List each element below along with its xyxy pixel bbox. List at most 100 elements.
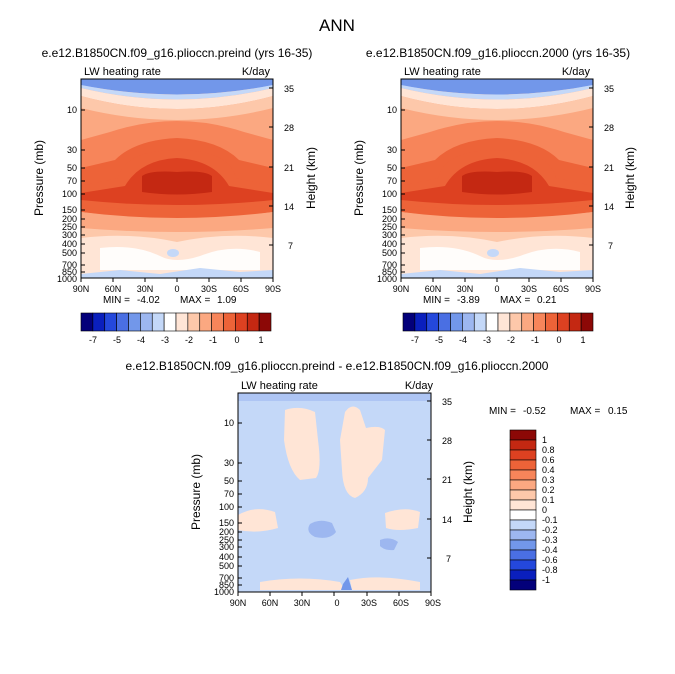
right-string: K/day [242,66,271,78]
y-tick-label: 850 [62,267,77,277]
colorbar-swatch [199,312,212,332]
colorbar-swatch [497,312,511,332]
panel-title: e.e12.B1850CN.f09_g16.plioccn.2000 (yrs … [366,46,630,60]
heatmap-fill [238,393,431,592]
colorbar-label: 0.2 [542,485,555,495]
colorbar-label: -0.3 [542,535,558,545]
x-axis: 90N 60N 30N 0 30S 60S 90S [393,278,601,294]
colorbar-label: -1 [531,335,539,345]
x-tick-label: 90S [425,598,441,608]
y-axis-left: 10 30 50 70 100 150 200 250 300 400 500 … [189,418,242,597]
max-value: 0.15 [608,406,628,417]
colorbar-label: -4 [137,335,145,345]
x-tick-label: 60N [262,598,279,608]
y-axis-right: 35 28 21 14 7 Height (km) [427,397,475,564]
y2-tick-label: 35 [442,397,452,407]
y-tick-label: 700 [219,573,234,583]
y2-tick-label: 21 [604,163,614,173]
colorbar-swatch [509,449,537,461]
colorbar-label: 0.3 [542,475,555,485]
colorbar-swatch [509,579,537,591]
y-tick-label: 30 [67,145,77,155]
x-tick-label: 30S [201,284,217,294]
y-tick-label: 400 [62,239,77,249]
colorbar-swatch [533,312,546,332]
colorbar-swatch [509,569,537,581]
max-label: MAX = [570,406,600,417]
colorbar-swatch [473,312,487,332]
min-max-readout: MIN = -3.89 MAX = 0.21 [423,295,557,306]
colorbar-swatch [509,312,523,332]
y-tick-label: 500 [382,248,397,258]
panel-difference: e.e12.B1850CN.f09_g16.plioccn.preind - e… [126,359,628,608]
colorbar-swatch [128,312,141,332]
x-tick-label: 60S [553,284,569,294]
colorbar-label: -5 [435,335,443,345]
colorbar-swatch [509,529,537,541]
colorbar-label: 0.6 [542,455,555,465]
y-tick-label: 200 [62,214,77,224]
page-title: ANN [319,16,355,35]
y-tick-label: 500 [219,561,234,571]
y-tick-label: 700 [382,260,397,270]
x-tick-label: 0 [494,284,499,294]
right-string: K/day [405,380,434,392]
y-axis-label: Pressure (mb) [189,454,203,530]
colorbar-label: -1 [542,575,550,585]
y-tick-label: 50 [224,476,234,486]
colorbar-swatch [92,312,106,332]
y2-tick-label: 7 [446,554,451,564]
colorbar-label: 0 [542,505,547,515]
y2-axis-label: Height (km) [304,147,318,209]
colorbar-label: 0.4 [542,465,555,475]
y-axis-right: 35 28 21 14 7 Height (km) [269,84,318,251]
max-label: MAX = [180,295,210,306]
max-value: 1.09 [217,295,237,306]
y2-tick-label: 7 [288,241,293,251]
y2-tick-label: 28 [604,123,614,133]
colorbar-swatch [187,312,201,332]
colorbar-label: -5 [113,335,121,345]
colorbar-label: 0.1 [542,495,555,505]
x-tick-label: 90S [265,284,281,294]
colorbar-swatch [509,519,537,531]
x-tick-label: 30N [137,284,154,294]
y-axis-left: 10 30 50 70 100 150 200 250 300 400 500 … [32,105,85,284]
colorbar-label: -0.1 [542,515,558,525]
left-string: LW heating rate [404,66,481,78]
colorbar-swatch [163,312,177,332]
y-tick-label: 300 [219,542,234,552]
y2-tick-label: 14 [284,202,294,212]
colorbar-label: -1 [209,335,217,345]
colorbar: 1 0.8 0.6 0.4 0.3 0.2 0.1 0 -0.1 -0.2 -0… [509,429,558,591]
y-tick-label: 200 [219,527,234,537]
colorbar-swatch [509,559,537,571]
y-tick-label: 1000 [377,274,397,284]
y-tick-label: 100 [62,189,77,199]
x-axis: 90N 60N 30N 0 30S 60S 90S [230,592,441,608]
colorbar-swatch [485,312,499,332]
colorbar-label: 1 [542,435,547,445]
x-tick-label: 60S [233,284,249,294]
colorbar-label: -7 [89,335,97,345]
colorbar-swatch [557,312,570,332]
min-value: -4.02 [137,295,160,306]
y-axis-label: Pressure (mb) [32,140,46,216]
colorbar-label: -0.6 [542,555,558,565]
colorbar-swatch [509,479,537,491]
y-tick-label: 10 [67,105,77,115]
x-tick-label: 60N [425,284,442,294]
colorbar-swatch [509,549,537,561]
x-tick-label: 90N [393,284,410,294]
x-axis: 90N 60N 30N 0 30S 60S 90S [73,278,281,294]
colorbar-label: 0.8 [542,445,555,455]
y-tick-label: 1000 [214,587,234,597]
y2-tick-label: 21 [442,475,452,485]
colorbar: -7 -5 -4 -3 -2 -1 0 1 [80,312,272,345]
x-tick-label: 60N [105,284,122,294]
colorbar-swatch [140,312,153,332]
x-tick-label: 60S [393,598,409,608]
y2-axis-label: Height (km) [623,147,637,209]
colorbar-swatch [104,312,117,332]
